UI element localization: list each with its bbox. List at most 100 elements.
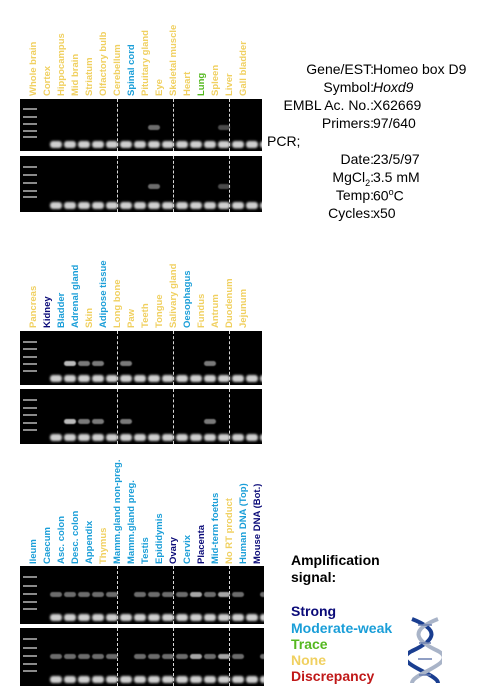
lane-label-text: Cerebellum [112,44,123,96]
primer-band [246,141,258,148]
primer-band [246,375,258,382]
lane-label: Cortex [42,0,56,96]
primer-band [260,141,262,148]
gene-label: Gene/EST: [306,61,374,77]
lane-divider [117,99,118,151]
lane-label-text: Lung [196,72,207,96]
product-band [176,592,188,597]
primer-band [190,141,202,148]
primer-band [106,614,118,621]
primer-band [204,375,216,382]
primer-band [260,202,262,209]
primer-band [106,676,118,683]
lane-label-text: Caecum [42,527,53,564]
ladder-band [23,174,37,176]
primer-band [64,434,76,441]
info-mgcl-row: MgCl2: 3.5 mM [262,169,477,188]
mgcl-value: 3.5 mM [373,169,420,185]
lane-label: Placenta [196,364,210,564]
info-cycles-row: Cycles: x50 [262,205,477,223]
lane-label-text: Adrenal gland [70,264,81,328]
lane-label-text: Desc. colon [70,510,81,564]
primer-band [204,141,216,148]
primer-band [260,434,262,441]
primer-band [218,614,230,621]
primer-band [176,375,188,382]
lane-label: Fundus [196,128,210,328]
product-band [50,592,62,597]
product-band [218,654,230,659]
lane-label: Spinal cord [126,0,140,96]
ladder-band [23,601,37,603]
primer-band [232,375,244,382]
product-band [190,654,202,659]
product-band [232,592,244,597]
ladder-band [23,130,37,132]
lane-label: Whole brain [28,0,42,96]
lane-label: Duodenum [224,128,238,328]
lane-label: Skeletal muscle [168,0,182,96]
primer-band [176,202,188,209]
primer-band [120,676,132,683]
primer-band [78,141,90,148]
primer-band [106,434,118,441]
product-band [92,419,104,424]
primer-band [218,141,230,148]
primer-band [176,676,188,683]
ladder-band [23,422,37,424]
lane-label: Tongue [154,128,168,328]
ladder-band [23,166,37,168]
primer-band [64,614,76,621]
lane-label: Epididymis [154,364,168,564]
lane-label-text: Whole brain [28,41,39,96]
primer-band [92,434,104,441]
ladder-band [23,663,37,665]
ladder-band [23,341,37,343]
primer-band [148,141,160,148]
primer-band [134,676,146,683]
info-symbol-row: Symbol: Hoxd9 [262,79,477,97]
product-band [148,125,160,130]
primer-band [176,141,188,148]
primer-band [176,614,188,621]
ladder-band [23,429,37,431]
cycles-value: x50 [373,205,396,221]
symbol-value: Hoxd9 [373,79,414,95]
info-gene-row: Gene/EST: Homeo box D9 [262,61,477,79]
lane-divider [117,156,118,212]
primer-band [148,676,160,683]
lane-label: Paw [126,128,140,328]
product-band [120,361,132,366]
primer-band [50,202,62,209]
primer-band [148,202,160,209]
product-band [78,419,90,424]
lane-label-text: Mid-term foetus [210,492,221,564]
lane-label: Mid-term foetus [210,364,224,564]
primer-band [78,202,90,209]
dna-helix-icon [408,617,442,684]
primer-band [232,676,244,683]
primer-band [120,375,132,382]
lane-label: Hippocampus [56,0,70,96]
lane-label-text: Paw [126,308,137,328]
ladder-band [23,655,37,657]
ladder-band [23,407,37,409]
product-band [204,419,216,424]
primer-band [106,375,118,382]
lane-label-text: Antrum [210,294,221,328]
lane-divider [173,389,174,444]
temp-value: 60oC [373,187,404,204]
product-band [64,361,76,366]
primer-band [50,375,62,382]
lane-label-text: Ileum [28,539,39,564]
primer-band [92,141,104,148]
product-band [218,184,230,189]
lane-label-text: Duodenum [224,278,235,328]
lane-label-text: Gall bladder [238,41,249,96]
primer-band [162,434,174,441]
info-embl-row: EMBL Ac. No.: X62669 [262,97,477,115]
product-band [92,654,104,659]
primer-band [246,202,258,209]
lane-label-text: Heart [182,71,193,96]
primer-band [162,676,174,683]
